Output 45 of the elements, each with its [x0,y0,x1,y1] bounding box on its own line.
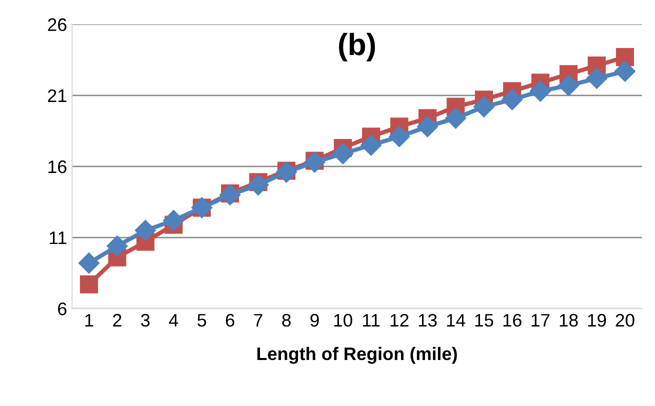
y-tick-label: 6 [58,302,66,316]
point [616,48,634,66]
chart-title: (b) [338,32,375,62]
x-tick-label: 10 [334,314,352,327]
x-tick-label: 18 [560,314,578,327]
x-tick-label: 15 [475,314,494,327]
point [445,108,466,129]
y-tick-label: 26 [48,18,66,32]
point [388,126,410,148]
point [248,174,269,196]
x-tick-label: 20 [616,314,634,327]
y-tick-label: 11 [50,232,66,244]
point [586,68,608,89]
x-tick-label: 1 [85,314,94,327]
point [106,236,128,257]
point [332,143,354,164]
x-tick-label: 13 [418,314,437,327]
point [473,96,494,118]
x-tick-label: 9 [310,314,319,327]
point [360,134,382,156]
x-tick-label: 8 [282,314,291,327]
point [416,116,438,138]
point [134,220,156,241]
point [614,60,636,82]
x-tick-label: 14 [447,314,466,327]
y-tick-label: 21 [48,89,66,102]
x-tick-label: 16 [503,314,522,327]
x-tick-label: 11 [363,314,380,327]
x-tick-label: 12 [390,314,408,327]
x-tick-label: 4 [169,314,178,327]
x-tick-label: 17 [532,314,550,327]
point [163,210,184,231]
point [530,80,551,102]
x-tick-label: 7 [254,314,262,327]
point [558,74,580,96]
x-tick-label: 2 [113,314,122,327]
x-tick-label: 3 [141,314,150,327]
x-tick-label: 6 [226,314,234,327]
point [78,252,100,274]
x-tick-label: 5 [198,314,206,327]
x-tick-label: 19 [588,314,606,327]
point [502,89,523,110]
y-tick-label: 16 [48,160,66,174]
x-axis-title: Length of Region (mile) [257,346,457,364]
point [80,275,98,294]
